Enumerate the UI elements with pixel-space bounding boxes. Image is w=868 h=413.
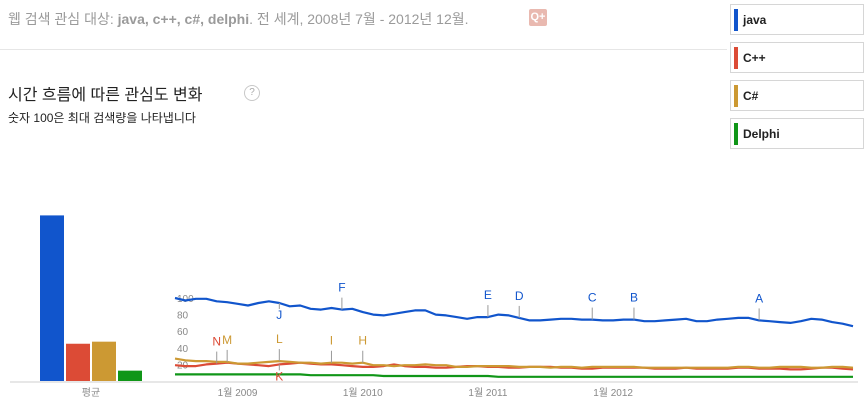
- annotation-l: L: [276, 332, 283, 346]
- legend: java C++ C# Delphi: [730, 4, 864, 156]
- average-bar: [40, 215, 64, 381]
- x-tick-label: 1월 2009: [218, 387, 258, 399]
- x-tick-label: 1월 2011: [468, 387, 507, 399]
- legend-label: C#: [743, 89, 759, 103]
- annotation-j: J: [276, 308, 282, 322]
- y-tick-label: 40: [177, 344, 189, 355]
- section-title: 시간 흐름에 따른 관심도 변화: [8, 87, 203, 104]
- series-line-c: [174, 357, 854, 369]
- annotation-n: N: [212, 335, 221, 349]
- legend-label: C++: [743, 51, 766, 65]
- average-bar: [66, 343, 90, 381]
- legend-item-delphi[interactable]: Delphi: [730, 118, 864, 149]
- legend-item-java[interactable]: java: [730, 4, 864, 35]
- legend-swatch: [734, 9, 738, 31]
- annotation-i: I: [330, 334, 333, 348]
- annotation-h: H: [358, 334, 367, 348]
- help-icon[interactable]: ?: [244, 85, 260, 101]
- legend-item-cpp[interactable]: C++: [730, 42, 864, 73]
- y-tick-label: 60: [177, 327, 189, 338]
- section-subtitle: 숫자 100은 최대 검색량을 나타냅니다: [8, 111, 196, 125]
- series-line-java: [174, 296, 854, 328]
- query-prefix: 웹 검색 관심 대상:: [8, 11, 118, 27]
- annotation-a: A: [755, 291, 763, 305]
- annotation-f: F: [338, 281, 345, 295]
- annotation-c: C: [588, 291, 597, 305]
- legend-swatch: [734, 85, 738, 107]
- legend-label: java: [743, 13, 767, 27]
- divider: [0, 49, 727, 50]
- annotation-k: K: [275, 369, 283, 383]
- legend-swatch: [734, 47, 738, 69]
- query-suffix: . 전 세계, 2008년 7월 - 2012년 12월.: [249, 11, 469, 27]
- plus-icon[interactable]: Q+: [529, 9, 547, 26]
- search-query-summary: 웹 검색 관심 대상: java, c++, c#, delphi. 전 세계,…: [8, 9, 469, 29]
- legend-item-csharp[interactable]: C#: [730, 80, 864, 111]
- annotation-e: E: [484, 288, 492, 302]
- average-label: 평균: [82, 387, 100, 399]
- average-bar: [92, 341, 116, 381]
- annotation-m: M: [222, 333, 232, 347]
- annotation-b: B: [630, 291, 638, 305]
- query-terms[interactable]: java, c++, c#, delphi: [117, 11, 250, 27]
- series-line-delphi: [175, 373, 853, 378]
- annotation-d: D: [515, 289, 524, 303]
- legend-label: Delphi: [743, 127, 780, 141]
- x-tick-label: 1월 2012: [593, 387, 633, 399]
- y-tick-label: 80: [177, 311, 189, 322]
- x-tick-label: 1월 2010: [343, 387, 383, 399]
- average-bar: [118, 370, 142, 381]
- legend-swatch: [734, 123, 738, 145]
